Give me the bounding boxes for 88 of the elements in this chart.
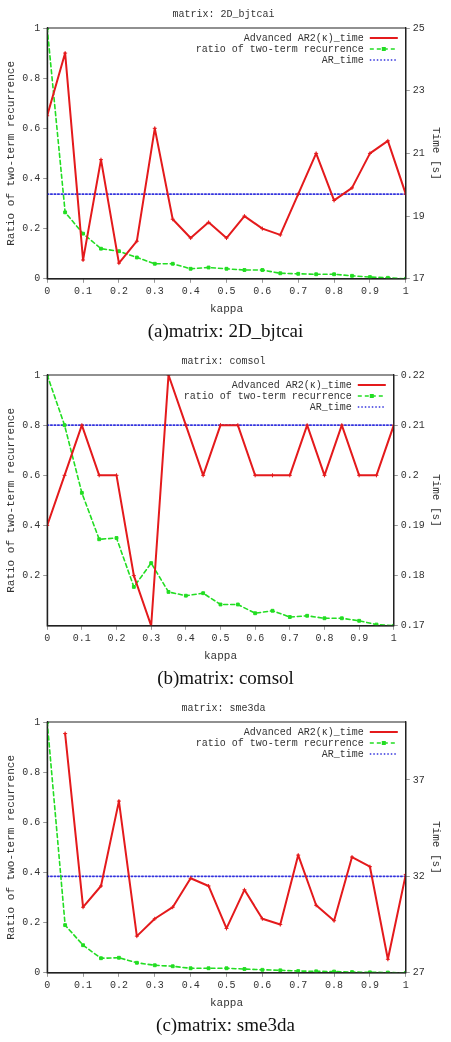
y2-tick-label: 0.19 — [400, 520, 425, 532]
x-tick-label: 0.7 — [289, 286, 308, 298]
x-tick-label: 0.4 — [176, 633, 195, 645]
x-tick-label: 0.1 — [74, 286, 93, 298]
y2-tick-label: 0.21 — [400, 419, 425, 431]
y-tick-label: 0.4 — [22, 867, 41, 879]
x-tick-label: 0.6 — [246, 633, 265, 645]
y-axis-title: Ratio of two-term recurrence — [4, 407, 17, 593]
y2-tick-label: 0.17 — [400, 620, 425, 632]
y-tick-label: 0.8 — [22, 72, 41, 84]
y2-tick-label: 0.2 — [400, 469, 419, 481]
y-axis-title: Ratio of two-term recurrence — [4, 60, 17, 246]
x-tick-label: 0.3 — [145, 980, 164, 992]
y-tick-label: 0 — [34, 967, 41, 979]
x-tick-label: 0.1 — [72, 633, 91, 645]
x-tick-label: 0.5 — [217, 286, 236, 298]
x-tick-label: 0.9 — [350, 633, 369, 645]
y-tick-label: 1 — [34, 716, 41, 728]
y2-tick-label: 17 — [412, 273, 425, 285]
legend-label: AR_time — [321, 748, 364, 760]
y-tick-label: 0.2 — [22, 570, 41, 582]
text: (a)matrix: 2D_bjtcai — [146, 319, 305, 343]
y2-tick-label: 0.18 — [400, 570, 425, 582]
x-tick-label: 0 — [44, 286, 51, 298]
legend-label: ratio of two-term recurrence — [195, 43, 364, 55]
x-tick-label: 0.2 — [109, 286, 128, 298]
y2-tick-label: 21 — [412, 148, 425, 160]
y2-axis-title: Time [s] — [430, 473, 443, 527]
text: (b)matrix: comsol — [156, 666, 295, 690]
y2-axis-title: Time [s] — [430, 126, 443, 180]
x-tick-label: 1 — [402, 980, 409, 992]
legend-label: ratio of two-term recurrence — [195, 737, 364, 749]
y2-tick-label: 32 — [412, 870, 425, 882]
x-tick-label: 0.8 — [325, 286, 344, 298]
x-tick-label: 1 — [390, 633, 397, 645]
y-tick-label: 0.8 — [22, 419, 41, 431]
y-tick-label: 0.4 — [22, 173, 41, 185]
x-tick-label: 0.2 — [107, 633, 126, 645]
x-tick-label: 0.8 — [315, 633, 334, 645]
x-tick-label: 0.5 — [217, 980, 236, 992]
y2-tick-label: 27 — [412, 967, 425, 979]
x-tick-label: 0.6 — [253, 286, 272, 298]
x-tick-label: 0.9 — [360, 286, 379, 298]
x-tick-label: 0.4 — [181, 286, 200, 298]
x-tick-label: 0.2 — [109, 980, 128, 992]
y-tick-label: 0.4 — [22, 520, 41, 532]
y-tick-label: 0 — [34, 273, 41, 285]
x-tick-label: 0 — [44, 633, 51, 645]
x-tick-label: 0.3 — [142, 633, 161, 645]
x-axis-title: kappa — [209, 997, 244, 1010]
y2-axis-title: Time [s] — [430, 820, 443, 874]
x-tick-label: 0.1 — [74, 980, 93, 992]
legend-label: ratio of two-term recurrence — [183, 390, 352, 402]
chart-title: matrix: sme3da — [181, 702, 266, 714]
x-tick-label: 0.9 — [360, 980, 379, 992]
legend-label: Advanced AR2(κ)_time — [231, 379, 352, 391]
legend-label: Advanced AR2(κ)_time — [243, 32, 364, 44]
x-tick-label: 0.6 — [253, 980, 272, 992]
legend-label: Advanced AR2(κ)_time — [243, 726, 364, 738]
x-tick-label: 0.7 — [280, 633, 299, 645]
y2-tick-label: 37 — [412, 774, 425, 786]
x-axis-title: kappa — [209, 303, 244, 316]
y-tick-label: 0.2 — [22, 223, 41, 235]
x-tick-label: 0.4 — [181, 980, 200, 992]
text: (c)matrix: sme3da — [155, 1013, 296, 1037]
chart-title: matrix: comsol — [181, 355, 266, 367]
y2-tick-label: 0.22 — [400, 369, 425, 381]
y2-tick-label: 19 — [412, 210, 425, 222]
x-axis-title: kappa — [203, 650, 238, 663]
y-tick-label: 1 — [34, 369, 41, 381]
x-tick-label: 0.7 — [289, 980, 308, 992]
x-tick-label: 0 — [44, 980, 51, 992]
y-tick-label: 0.6 — [22, 816, 41, 828]
y-tick-label: 0.6 — [22, 469, 41, 481]
y-tick-label: 0.6 — [22, 122, 41, 134]
y2-tick-label: 25 — [412, 22, 425, 34]
x-tick-label: 0.5 — [211, 633, 230, 645]
x-tick-label: 1 — [402, 286, 409, 298]
legend-label: AR_time — [321, 54, 364, 66]
y-axis-title: Ratio of two-term recurrence — [4, 754, 17, 940]
legend-label: AR_time — [309, 401, 352, 413]
y2-tick-label: 23 — [412, 85, 425, 97]
x-tick-label: 0.8 — [325, 980, 344, 992]
y-tick-label: 0.2 — [22, 917, 41, 929]
chart-title: matrix: 2D_bjtcai — [172, 8, 275, 20]
y-tick-label: 1 — [34, 22, 41, 34]
x-tick-label: 0.3 — [145, 286, 164, 298]
y-tick-label: 0.8 — [22, 766, 41, 778]
